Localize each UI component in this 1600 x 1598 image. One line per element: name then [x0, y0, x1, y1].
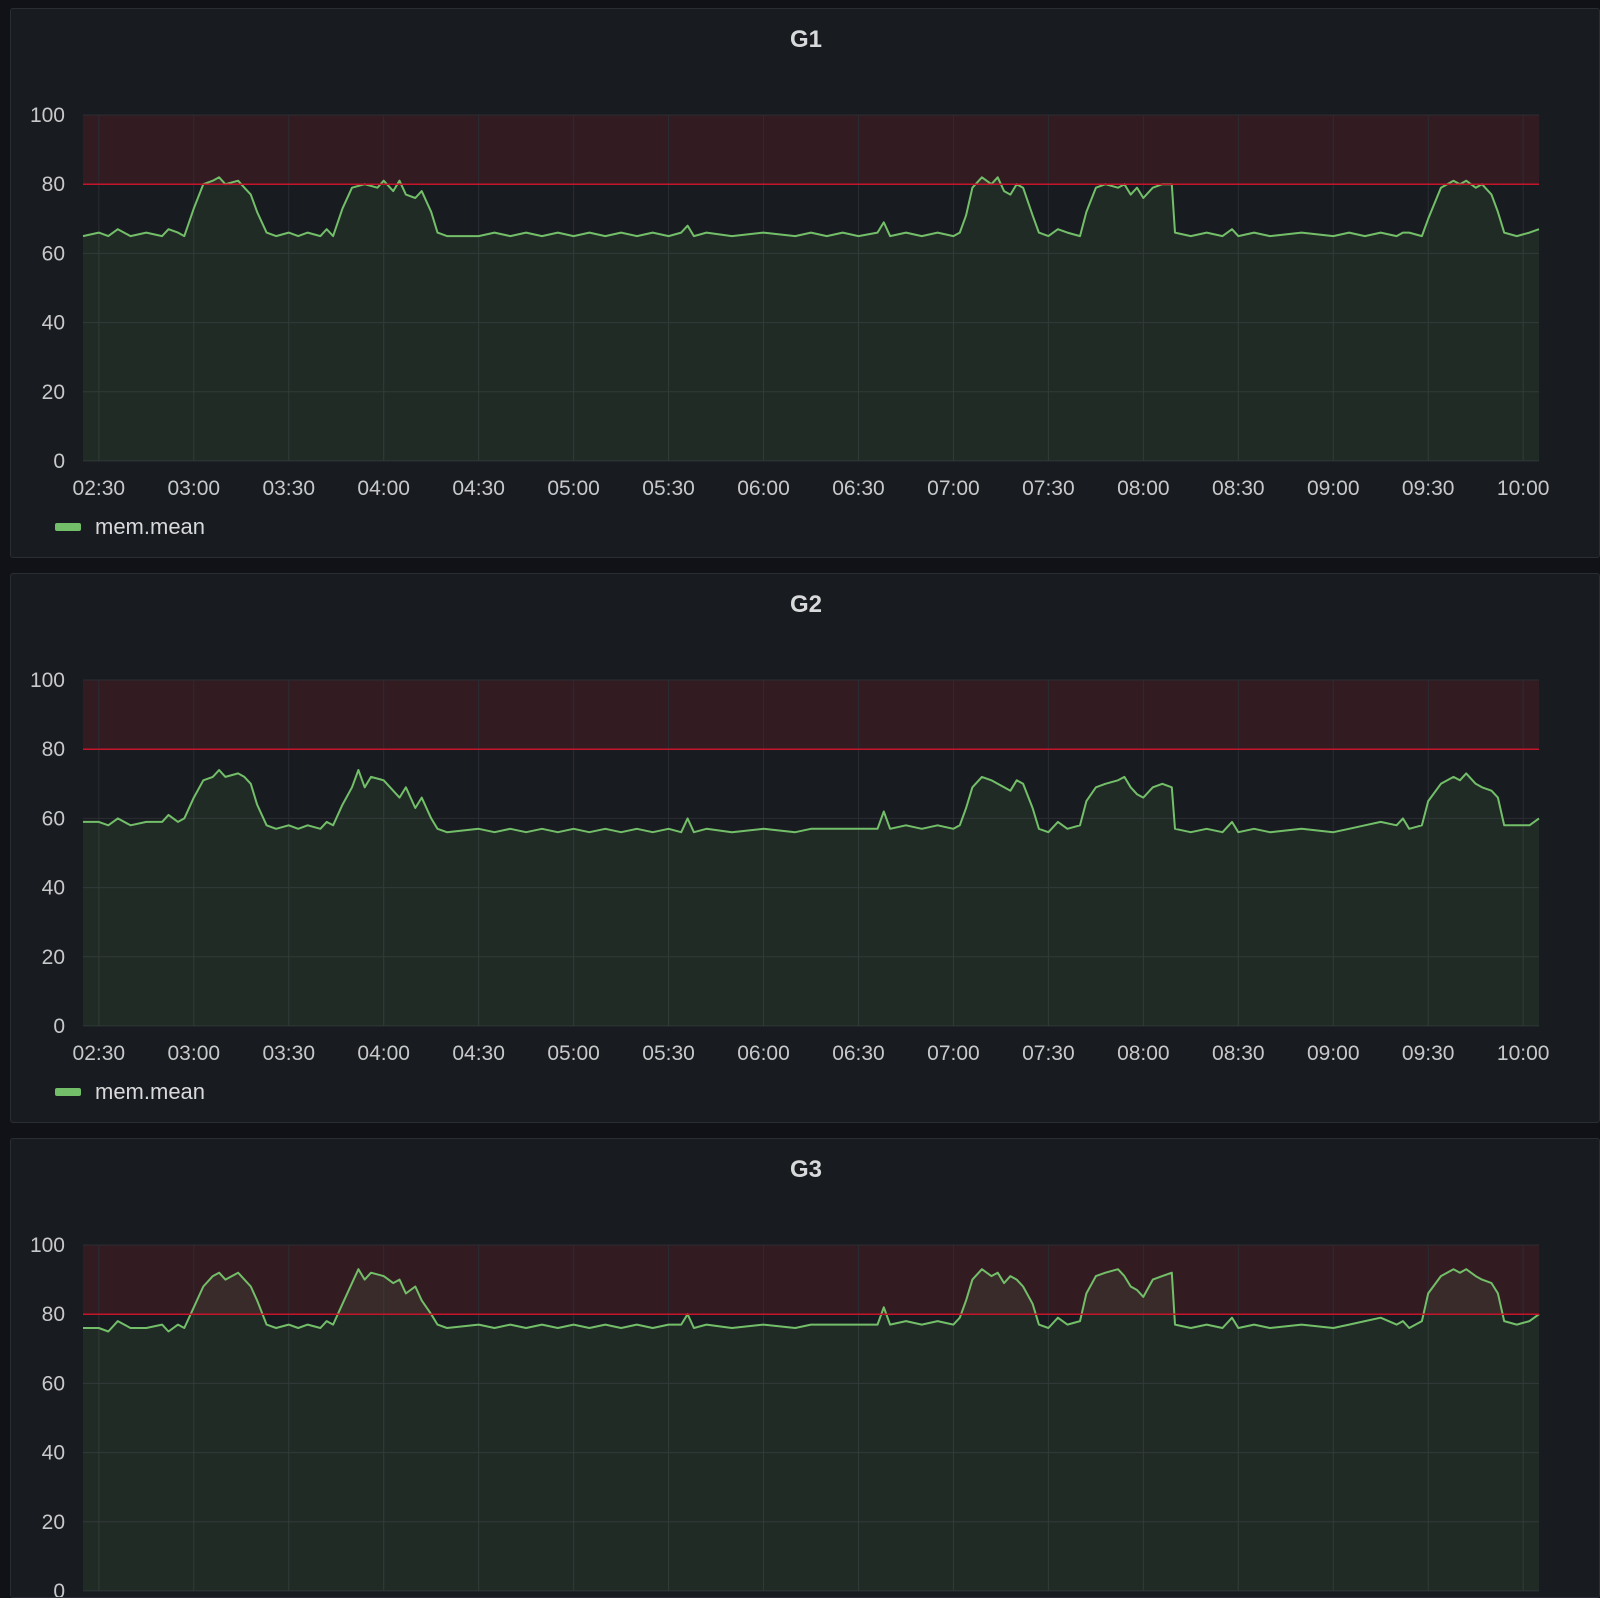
x-tick-label: 08:30: [1212, 1042, 1265, 1065]
x-tick-label: 08:30: [1212, 477, 1265, 500]
x-tick-label: 03:00: [168, 1042, 221, 1065]
x-tick-label: 02:30: [73, 1042, 126, 1065]
x-tick-label: 03:30: [262, 477, 315, 500]
y-tick-label: 100: [30, 104, 65, 127]
chart-plot: 10080604020002:3003:0003:3004:0004:3005:…: [30, 1234, 1540, 1597]
panel-title[interactable]: G3: [789, 1156, 822, 1183]
y-tick-label: 40: [42, 1442, 65, 1465]
x-tick-label: 08:00: [1117, 1042, 1170, 1065]
y-tick-label: 40: [42, 877, 65, 900]
x-tick-label: 09:30: [1402, 477, 1455, 500]
x-tick-label: 09:30: [1402, 1042, 1455, 1065]
x-tick-label: 10:00: [1497, 477, 1550, 500]
x-tick-label: 06:30: [832, 477, 885, 500]
panel-title[interactable]: G1: [789, 26, 822, 53]
y-tick-label: 0: [53, 1015, 65, 1038]
y-tick-label: 60: [42, 807, 65, 830]
x-tick-label: 06:30: [832, 1042, 885, 1065]
x-tick-label: 04:00: [357, 1042, 410, 1065]
x-tick-label: 03:00: [168, 477, 221, 500]
chart-plot: 100 80 60 40 20 0 02:30 03:00 03:30 04:00 04:30 05:…: [30, 104, 1550, 500]
legend-item[interactable]: mem.mean: [55, 1079, 205, 1105]
x-tick-label: 04:30: [452, 1042, 505, 1065]
x-tick-label: 07:30: [1022, 477, 1075, 500]
x-tick-label: 03:30: [262, 1042, 315, 1065]
series-line: [83, 1268, 1540, 1333]
legend-swatch: [55, 523, 81, 531]
x-tick-label: 08:00: [1117, 477, 1170, 500]
legend-swatch: [55, 1088, 81, 1096]
chart-plot: 100 80 60 40 20 0 02:30 03:00 03:30 04:00 04:30 05:…: [30, 669, 1550, 1065]
y-tick-label: 20: [42, 381, 65, 404]
panel-g2: G2 100 80 60 40 20 0 02:30 03:00 03:30 04:00 04:30…: [10, 573, 1600, 1123]
y-tick-label: 100: [30, 669, 65, 692]
series-area: [83, 1269, 1539, 1591]
legend-item[interactable]: mem.mean: [55, 514, 205, 540]
series-line: [82, 176, 1540, 238]
y-tick-label: 0: [53, 450, 65, 473]
y-tick-label: 80: [42, 738, 65, 761]
y-tick-label: 40: [42, 312, 65, 335]
x-tick-label: 04:00: [357, 477, 410, 500]
x-tick-label: 09:00: [1307, 477, 1360, 500]
legend-label: mem.mean: [95, 514, 206, 539]
y-tick-label: 20: [42, 946, 65, 969]
series-line: [83, 769, 1540, 834]
x-tick-label: 05:30: [642, 1042, 695, 1065]
threshold-region: [83, 1245, 1539, 1315]
panel-g3: G3 10080604020002:3003:0003:3004:0004:30…: [10, 1138, 1600, 1598]
x-tick-label: 10:00: [1497, 1042, 1550, 1065]
x-tick-label: 05:00: [547, 1042, 600, 1065]
y-tick-label: 80: [42, 1303, 65, 1326]
x-tick-label: 05:00: [547, 477, 600, 500]
x-tick-label: 07:00: [927, 477, 980, 500]
x-tick-label: 05:30: [642, 477, 695, 500]
legend-label: mem.mean: [95, 1079, 206, 1104]
x-tick-label: 06:00: [737, 477, 790, 500]
series-area: [83, 177, 1539, 462]
x-tick-label: 06:00: [737, 1042, 790, 1065]
series-area: [83, 770, 1539, 1026]
y-tick-label: 100: [30, 1234, 65, 1257]
panel-title[interactable]: G2: [789, 591, 822, 618]
y-tick-label: 60: [42, 1372, 65, 1395]
x-tick-label: 02:30: [73, 477, 126, 500]
x-tick-label: 07:00: [927, 1042, 980, 1065]
threshold-region: [83, 680, 1539, 750]
panel-g1: G1 100 80 60 40 20 0 02:30 03:00 03:30 04:00 04:30…: [10, 8, 1600, 558]
x-tick-label: 07:30: [1022, 1042, 1075, 1065]
x-tick-label: 04:30: [452, 477, 505, 500]
threshold-region: [83, 115, 1539, 185]
y-tick-label: 80: [42, 173, 65, 196]
y-tick-label: 60: [42, 242, 65, 265]
y-tick-label: 20: [42, 1511, 65, 1534]
x-tick-label: 09:00: [1307, 1042, 1360, 1065]
